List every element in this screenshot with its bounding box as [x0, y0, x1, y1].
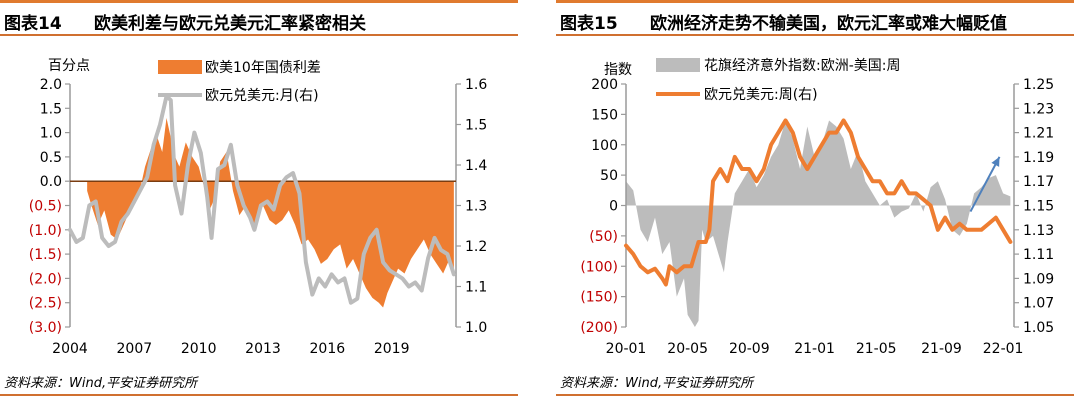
- y-tick-label-right: 1.05: [1023, 320, 1054, 336]
- chart-title-bar: 图表14 欧美利差与欧元兑美元汇率紧密相关: [0, 0, 518, 36]
- y-tick-label-left: (2.5): [29, 296, 62, 312]
- bottom-rule: [0, 394, 518, 396]
- x-tick-label: 2019: [374, 341, 410, 357]
- area-fill: [626, 120, 1011, 327]
- area-fill: [87, 118, 454, 308]
- y-tick-label-left: (1.0): [29, 223, 62, 239]
- y-tick-label-right: 1.09: [1023, 271, 1054, 287]
- y-tick-label-right: 1.11: [1023, 247, 1054, 263]
- legend-label-eurusd: 欧元兑美元:月(右): [205, 88, 319, 104]
- line-series-eurusd: [68, 94, 456, 305]
- chart-panel-right: 图表15 欧洲经济走势不输美国，欧元汇率或难大幅贬值 指数 200 150 100 5…: [556, 0, 1074, 410]
- y-tick-label-left: 200: [591, 77, 618, 93]
- y-tick-label-left: (2.0): [29, 271, 62, 287]
- y-tick-label-right: 1.1: [465, 280, 487, 296]
- y-tick-label-left: (50): [589, 229, 618, 245]
- area-series-spread: [87, 118, 454, 308]
- y-tick-label-right: 1.3: [465, 199, 487, 215]
- axes: 2.0 1.5 1.0 0.5 0.0 (0.5) (1.0) (1.5) (2.0) (2.5)…: [29, 77, 488, 357]
- chart-plot-right: 指数 200 150 100 50 0 (50) (100) (150) (200) 1.25 1.…: [580, 57, 1054, 357]
- x-tick-label: 20-05: [667, 341, 708, 357]
- legend: 花旗经济意外指数:欧洲-美国:周 欧元兑美元:周(右): [656, 57, 901, 103]
- legend: 欧美10年国债利差 欧元兑美元:月(右): [158, 60, 321, 104]
- source-note: 资料来源：Wind,平安证券研究所: [4, 376, 198, 391]
- y-tick-label-right: 1.5: [465, 118, 487, 134]
- bottom-rule: [556, 394, 1074, 396]
- y-tick-label-left: (150): [580, 290, 618, 306]
- y-tick-label-left: 50: [600, 168, 618, 184]
- y-tick-label-right: 1.25: [1023, 77, 1054, 93]
- y-tick-label-right: 1.23: [1023, 101, 1054, 117]
- legend-swatch-spread: [158, 60, 202, 74]
- source-note: 资料来源：Wind,平安证券研究所: [560, 376, 754, 391]
- y-tick-label-right: 1.17: [1023, 174, 1054, 190]
- legend-swatch-citi: [656, 58, 700, 72]
- figure-number: 图表14: [4, 14, 62, 34]
- x-tick-label: 2013: [245, 341, 281, 357]
- y-tick-label-left: 1.5: [40, 101, 62, 117]
- y-tick-label-left: (100): [580, 259, 618, 275]
- chart-title-bar: 图表15 欧洲经济走势不输美国，欧元汇率或难大幅贬值: [556, 0, 1074, 36]
- chart-title: 欧美利差与欧元兑美元汇率紧密相关: [94, 14, 366, 34]
- x-tick-label: 21-01: [794, 341, 835, 357]
- chart-panel-left: 图表14 欧美利差与欧元兑美元汇率紧密相关 百分点 2.0 1.5 1.0 0.5 0.…: [0, 0, 518, 410]
- y-tick-label-right: 1.2: [465, 239, 487, 255]
- arrow-shaft: [969, 156, 1001, 213]
- x-tick-label: 2016: [310, 341, 346, 357]
- y-tick-label-left: (1.5): [29, 247, 62, 263]
- y-tick-label-left: 2.0: [40, 77, 62, 93]
- axes: 200 150 100 50 0 (50) (100) (150) (200) 1.25 1.23 1…: [580, 77, 1054, 357]
- legend-label-citi: 花旗经济意外指数:欧洲-美国:周: [704, 57, 901, 74]
- y-tick-label-right: 1.0: [465, 320, 487, 336]
- series-line: [68, 94, 456, 305]
- y-tick-label-left: (3.0): [29, 320, 62, 336]
- x-tick-label: 2007: [117, 341, 153, 357]
- x-tick-label: 22-01: [983, 341, 1024, 357]
- y-tick-label-left: (0.5): [29, 199, 62, 215]
- series-line: [624, 118, 1013, 287]
- y-tick-label-right: 1.4: [465, 158, 487, 174]
- y-tick-label-right: 1.21: [1023, 126, 1054, 142]
- arrow-head: [991, 156, 1000, 167]
- y-tick-label-right: 1.13: [1023, 223, 1054, 239]
- y-axis-label-left: 指数: [604, 62, 632, 78]
- y-tick-label-right: 1.15: [1023, 199, 1054, 215]
- chart-plot-left: 百分点 2.0 1.5 1.0 0.5 0.0 (0.5) (1.0) (1.5) (2.0) (…: [29, 58, 488, 357]
- x-tick-label: 21-09: [921, 341, 962, 357]
- line-series-eurusd-weekly: [624, 118, 1013, 287]
- y-tick-label-left: 0.0: [40, 174, 62, 190]
- y-tick-label-left: (200): [580, 320, 618, 336]
- area-series-citi-surprise: [626, 120, 1011, 327]
- x-tick-label: 20-01: [606, 341, 647, 357]
- y-tick-label-left: 100: [591, 138, 618, 154]
- y-tick-label-left: 150: [591, 107, 618, 123]
- y-axis-label-left: 百分点: [48, 58, 90, 74]
- trend-arrow: [969, 156, 1001, 213]
- x-tick-label: 2004: [52, 341, 88, 357]
- x-tick-label: 21-05: [856, 341, 897, 357]
- y-tick-label-right: 1.6: [465, 77, 487, 93]
- y-tick-label-left: 0: [609, 199, 618, 215]
- chart-title: 欧洲经济走势不输美国，欧元汇率或难大幅贬值: [650, 14, 1007, 34]
- y-tick-label-left: 1.0: [40, 126, 62, 142]
- figure-number: 图表15: [560, 14, 618, 34]
- y-tick-label-right: 1.07: [1023, 296, 1054, 312]
- y-tick-label-left: 0.5: [40, 150, 62, 166]
- legend-label-spread: 欧美10年国债利差: [205, 60, 321, 76]
- legend-label-eurusd-weekly: 欧元兑美元:周(右): [704, 87, 818, 103]
- x-tick-label: 2010: [181, 341, 217, 357]
- x-tick-label: 20-09: [729, 341, 770, 357]
- y-tick-label-right: 1.19: [1023, 150, 1054, 166]
